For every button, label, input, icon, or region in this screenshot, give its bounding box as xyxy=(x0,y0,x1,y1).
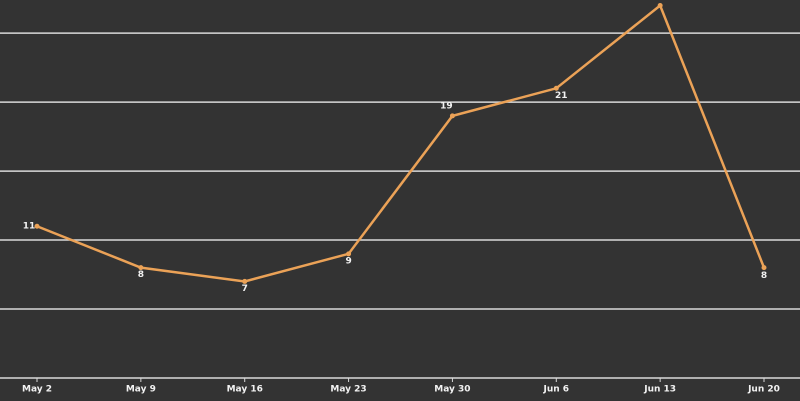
x-tick-label: May 9 xyxy=(126,385,156,395)
point xyxy=(449,113,455,119)
x-tick-label: Jun 13 xyxy=(643,385,676,395)
point xyxy=(346,251,352,257)
data-label: 8 xyxy=(761,271,767,281)
x-tick-label: Jun 6 xyxy=(543,385,570,395)
point xyxy=(553,85,559,91)
point xyxy=(138,265,144,271)
point xyxy=(761,265,767,271)
x-tick-label: May 23 xyxy=(330,385,366,395)
x-tick-label: May 2 xyxy=(22,385,52,395)
data-label: 11 xyxy=(23,222,36,232)
data-label: 21 xyxy=(555,91,568,101)
point xyxy=(242,278,248,284)
line xyxy=(36,3,766,283)
data-label: 9 xyxy=(345,256,351,266)
data-label: 8 xyxy=(138,270,144,280)
x-tick-label: May 30 xyxy=(434,385,470,395)
point xyxy=(34,223,40,229)
x-tick-label: May 16 xyxy=(227,385,263,395)
x-tick-label: Jun 20 xyxy=(747,385,780,395)
data-label: 19 xyxy=(440,101,453,111)
point xyxy=(657,3,663,9)
data-label: 7 xyxy=(242,284,248,294)
